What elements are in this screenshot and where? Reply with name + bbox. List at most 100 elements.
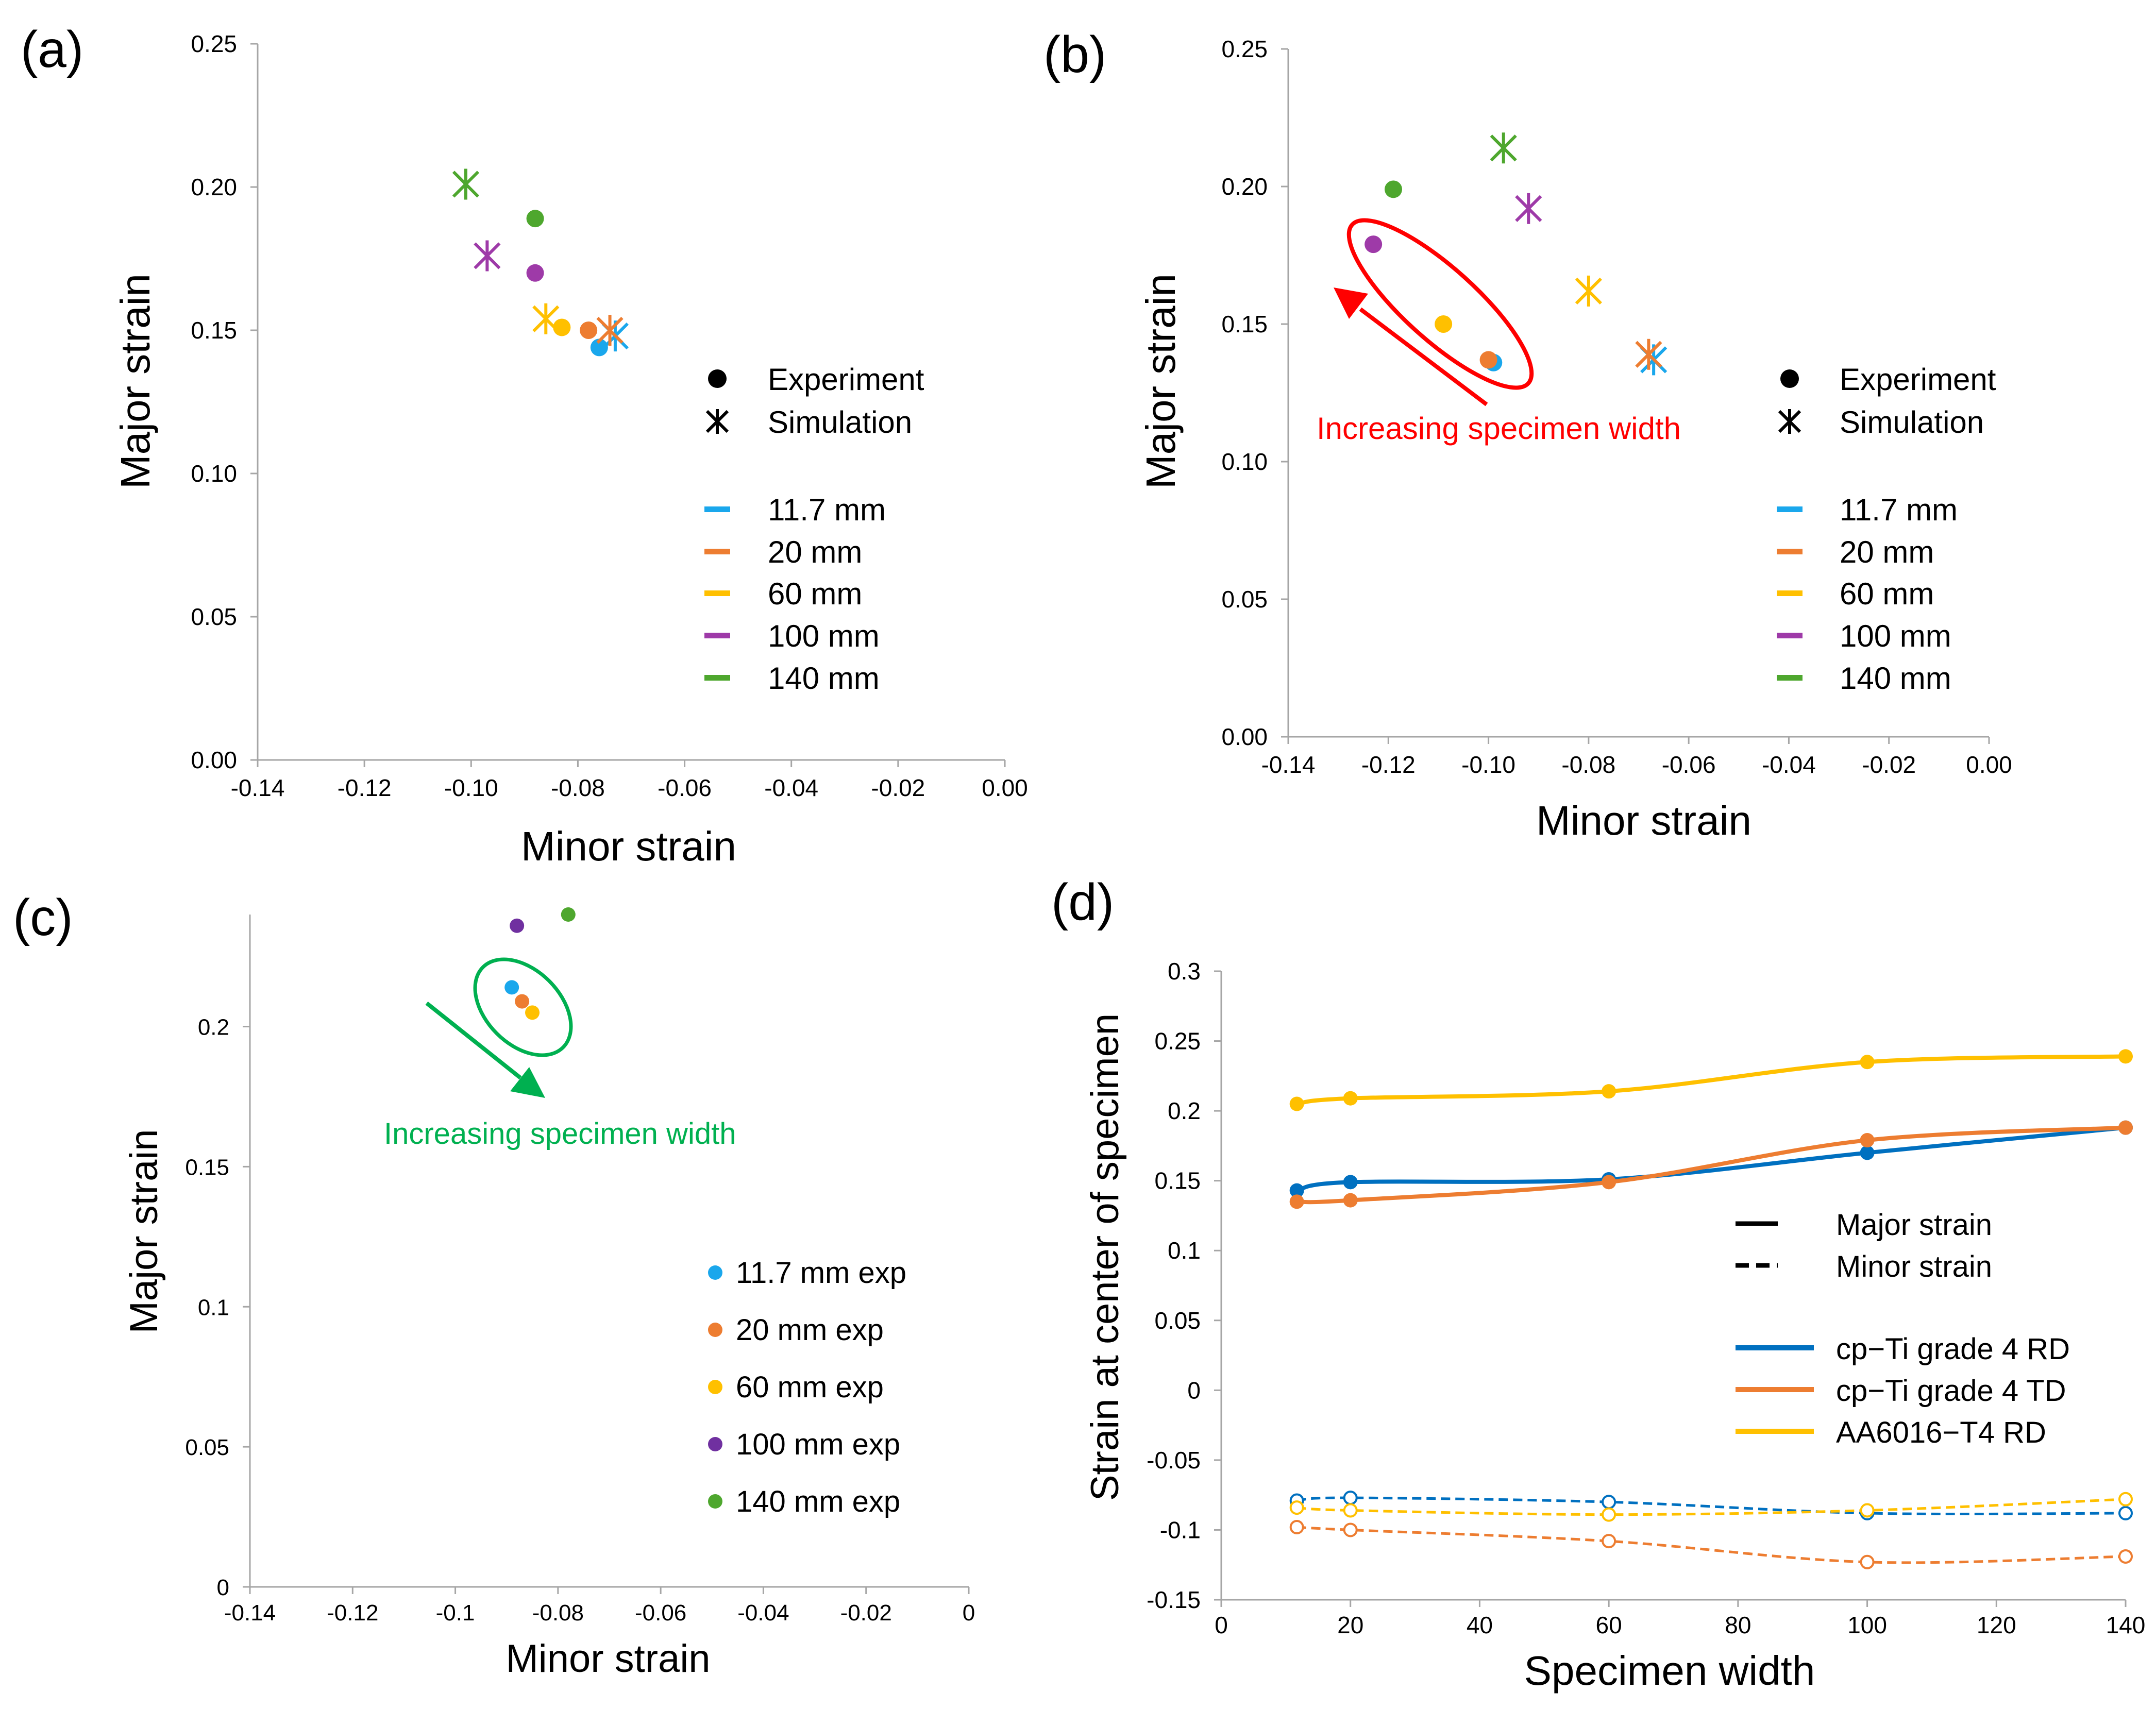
- y-tick-label: 0.05: [185, 1435, 229, 1460]
- x-tick-label: -0.12: [327, 1600, 378, 1626]
- panel-d-xlabel: Specimen width: [1524, 1648, 1815, 1694]
- y-tick-label: 0.15: [185, 1155, 229, 1180]
- panel-a-ticks: -0.14 -0.12 -0.10 -0.08 -0.06 -0.04 -0.02 0.00 0…: [191, 30, 1028, 801]
- y-tick-label: 0.25: [1221, 36, 1268, 62]
- legend-experiment-marker: [708, 369, 727, 388]
- panel-b-chart: Minor strain Major strain -0.14 -0.12 -0.1…: [1138, 36, 2012, 843]
- x-tick-label: -0.08: [551, 774, 605, 801]
- experiment-point: [590, 339, 608, 357]
- legend-dot-140: [708, 1494, 722, 1509]
- legend-swatch-20: [1777, 549, 1803, 554]
- panel-label-d: (d): [1051, 873, 1114, 931]
- x-tick-label: -0.14: [224, 1600, 276, 1626]
- minor-strain-point: [2118, 1505, 2133, 1520]
- panel-a-legend-140: 140 mm: [768, 661, 880, 696]
- y-tick-label: 0.00: [1221, 723, 1268, 750]
- panel-a-legend-100: 100 mm: [768, 619, 880, 653]
- simulation-point: [1635, 339, 1662, 370]
- legend-swatch-11-7: [704, 506, 730, 512]
- x-tick-label: 120: [1977, 1612, 2016, 1638]
- x-tick-label: -0.08: [532, 1600, 584, 1626]
- x-tick-label: -0.1: [436, 1600, 475, 1626]
- minor-strain-point: [1602, 1495, 1616, 1510]
- panel-b-legend-20: 20 mm: [1840, 535, 1934, 569]
- panel-a-legend-experiment: Experiment: [768, 362, 924, 397]
- panel-d-chart: Specimen width Strain at center of speci…: [1083, 958, 2145, 1694]
- minor-strain-point: [1289, 1500, 1304, 1515]
- panel-d-marks: [1289, 1049, 2133, 1569]
- y-tick-label: 0: [217, 1575, 229, 1600]
- panel-b-legend-100: 100 mm: [1840, 619, 1951, 653]
- legend-swatch-60: [704, 590, 730, 596]
- panel-b-axes: [1287, 49, 1989, 738]
- legend-swatch-20: [704, 549, 730, 554]
- experiment-point: [526, 210, 544, 228]
- y-tick-label: 0.25: [191, 30, 237, 57]
- panel-b-ticks: -0.14 -0.12 -0.10 -0.08 -0.06 -0.04 -0.02 0.00 0…: [1221, 36, 2012, 778]
- x-tick-label: 0: [1215, 1612, 1228, 1638]
- panel-a-legend-simulation: Simulation: [768, 405, 912, 439]
- major-strain-point: [1343, 1091, 1358, 1106]
- x-tick-label: 100: [1847, 1612, 1887, 1638]
- y-tick-label: -0.15: [1147, 1586, 1201, 1613]
- major-strain-point: [1343, 1193, 1358, 1208]
- simulation-point: [1575, 275, 1602, 307]
- y-tick-label: 0.10: [191, 460, 237, 487]
- minor-strain-line: [1296, 1496, 2126, 1516]
- minor-strain-line: [1296, 1498, 2126, 1516]
- x-tick-label: -0.14: [1261, 751, 1316, 778]
- panel-a-legend-20: 20 mm: [768, 535, 862, 569]
- simulation-point: [1515, 193, 1542, 224]
- experiment-point: [561, 907, 576, 922]
- legend-swatch-11-7: [1777, 506, 1803, 512]
- x-tick-label: -0.12: [338, 774, 392, 801]
- legend-simulation-marker: [1778, 409, 1801, 434]
- x-tick-label: -0.04: [737, 1600, 789, 1626]
- major-strain-point: [1602, 1084, 1616, 1099]
- minor-strain-point: [1343, 1491, 1358, 1505]
- panel-b-annotation: Increasing specimen width: [1317, 411, 1681, 446]
- minor-strain-point: [2118, 1549, 2133, 1564]
- y-tick-label: 0.05: [1221, 586, 1268, 613]
- x-tick-label: 0.00: [1966, 751, 2012, 778]
- panel-b-legend-simulation: Simulation: [1840, 405, 1984, 439]
- major-strain-point: [1289, 1183, 1304, 1198]
- major-strain-point: [2118, 1120, 2133, 1135]
- panel-a-axes: [257, 44, 1005, 761]
- y-tick-label: 0.15: [191, 317, 237, 344]
- panel-d-legend-rd: cp−Ti grade 4 RD: [1836, 1332, 2070, 1366]
- minor-strain-point: [1343, 1522, 1358, 1537]
- panel-c-highlight-ellipse: [473, 957, 573, 1057]
- x-tick-label: -0.02: [871, 774, 925, 801]
- legend-dot-60: [708, 1380, 722, 1394]
- minor-strain-point: [2118, 1492, 2133, 1507]
- simulation-point: [474, 240, 501, 272]
- panel-b-legend-60: 60 mm: [1840, 577, 1934, 611]
- panel-a-legend-60: 60 mm: [768, 577, 862, 611]
- panel-c-legend-140: 140 mm exp: [736, 1485, 900, 1518]
- experiment-point: [526, 264, 544, 282]
- experiment-point: [525, 1005, 540, 1020]
- major-strain-point: [1289, 1096, 1304, 1111]
- major-strain-point: [1289, 1194, 1304, 1209]
- minor-strain-point: [1343, 1503, 1358, 1518]
- x-tick-label: 0.00: [982, 774, 1028, 801]
- y-tick-label: 0.15: [1221, 311, 1268, 337]
- x-tick-label: -0.04: [764, 774, 818, 801]
- legend-dot-100: [708, 1437, 722, 1451]
- experiment-point: [1365, 235, 1383, 253]
- panel-c-legend-60: 60 mm exp: [736, 1370, 884, 1404]
- panel-a-marks: [452, 168, 629, 357]
- y-tick-label: 0.25: [1154, 1028, 1201, 1055]
- x-tick-label: -0.02: [1862, 751, 1916, 778]
- y-tick-label: -0.05: [1147, 1447, 1201, 1474]
- panel-a-xlabel: Minor strain: [521, 823, 736, 869]
- panel-label-a: (a): [21, 21, 83, 78]
- major-strain-point: [1602, 1175, 1616, 1190]
- minor-strain-point: [1602, 1507, 1616, 1522]
- minor-strain-point: [1602, 1534, 1616, 1549]
- y-tick-label: 0.2: [198, 1015, 229, 1040]
- major-strain-point: [1860, 1145, 1875, 1160]
- legend-dot-11-7: [708, 1265, 722, 1280]
- minor-strain-point: [1289, 1520, 1304, 1535]
